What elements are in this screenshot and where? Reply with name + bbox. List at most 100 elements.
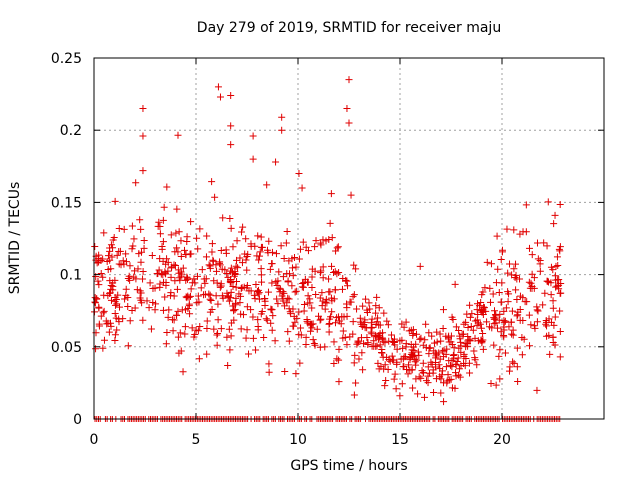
data-point xyxy=(181,330,189,338)
data-point xyxy=(292,263,300,271)
data-point xyxy=(284,294,292,302)
data-point xyxy=(281,302,289,310)
data-point xyxy=(556,200,564,208)
data-point xyxy=(326,219,334,227)
data-point xyxy=(139,267,147,275)
data-point xyxy=(181,246,189,254)
data-point xyxy=(408,366,416,374)
data-point xyxy=(436,330,444,338)
data-point xyxy=(349,293,357,301)
data-point xyxy=(227,288,235,296)
data-point xyxy=(550,321,558,329)
data-point xyxy=(257,271,265,279)
data-point xyxy=(547,279,555,287)
data-point xyxy=(284,277,292,285)
data-point xyxy=(428,360,436,368)
data-point xyxy=(163,329,171,337)
data-point xyxy=(237,284,245,292)
data-point xyxy=(489,290,497,298)
data-point xyxy=(164,313,172,321)
data-point xyxy=(462,343,470,351)
data-point xyxy=(128,245,136,253)
data-point xyxy=(300,307,308,315)
data-point xyxy=(543,242,551,250)
data-point xyxy=(268,248,276,256)
data-point xyxy=(510,226,518,234)
data-point xyxy=(346,333,354,341)
data-point xyxy=(519,294,527,302)
data-point-peak xyxy=(437,389,445,397)
data-point xyxy=(266,265,274,273)
data-point xyxy=(111,197,119,205)
data-point xyxy=(182,293,190,301)
data-point xyxy=(418,367,426,375)
data-point xyxy=(350,359,358,367)
data-point xyxy=(376,321,384,329)
data-point xyxy=(196,322,204,330)
data-point-peak xyxy=(345,76,353,84)
data-point xyxy=(455,344,463,352)
data-point xyxy=(335,345,343,353)
data-point xyxy=(222,249,230,257)
data-point xyxy=(367,319,375,327)
data-point xyxy=(274,300,282,308)
data-point xyxy=(208,240,216,248)
data-point xyxy=(495,352,503,360)
data-point xyxy=(139,316,147,324)
data-point xyxy=(122,258,130,266)
data-point xyxy=(512,286,520,294)
data-point xyxy=(160,203,168,211)
data-point xyxy=(505,290,513,298)
data-point xyxy=(91,299,99,307)
data-point xyxy=(177,253,185,261)
data-point xyxy=(360,340,368,348)
data-point xyxy=(211,193,219,201)
data-point xyxy=(311,267,319,275)
data-point xyxy=(162,281,170,289)
data-point xyxy=(536,260,544,268)
data-point xyxy=(100,307,108,315)
data-point xyxy=(293,314,301,322)
data-point xyxy=(268,306,276,314)
data-point xyxy=(479,288,487,296)
data-point xyxy=(279,273,287,281)
data-point xyxy=(326,288,334,296)
data-point xyxy=(455,365,463,373)
data-point xyxy=(319,236,327,244)
data-point xyxy=(456,373,464,381)
data-point xyxy=(487,260,495,268)
data-point xyxy=(313,325,321,333)
data-point xyxy=(384,321,392,329)
data-point xyxy=(504,269,512,277)
data-point xyxy=(251,295,259,303)
data-point-peak xyxy=(272,158,280,166)
data-point xyxy=(476,320,484,328)
x-axis-label: GPS time / hours xyxy=(290,458,407,474)
data-point xyxy=(95,322,103,330)
data-point xyxy=(92,345,100,353)
data-point xyxy=(359,302,367,310)
data-point xyxy=(284,328,292,336)
data-point xyxy=(133,286,141,294)
data-point xyxy=(207,297,215,305)
data-point xyxy=(540,239,548,247)
data-point xyxy=(225,297,233,305)
data-point xyxy=(509,326,517,334)
data-point xyxy=(116,303,124,311)
data-point xyxy=(225,325,233,333)
data-point xyxy=(518,334,526,342)
data-point xyxy=(373,332,381,340)
data-point xyxy=(158,242,166,250)
data-point xyxy=(267,305,275,313)
data-point xyxy=(322,237,330,245)
data-point xyxy=(304,299,312,307)
data-point xyxy=(373,342,381,350)
data-point xyxy=(354,339,362,347)
data-point xyxy=(134,265,142,273)
data-point xyxy=(136,294,144,302)
data-point xyxy=(454,354,462,362)
data-point xyxy=(146,279,154,287)
data-point xyxy=(273,282,281,290)
data-point xyxy=(475,319,483,327)
data-point xyxy=(111,337,119,345)
